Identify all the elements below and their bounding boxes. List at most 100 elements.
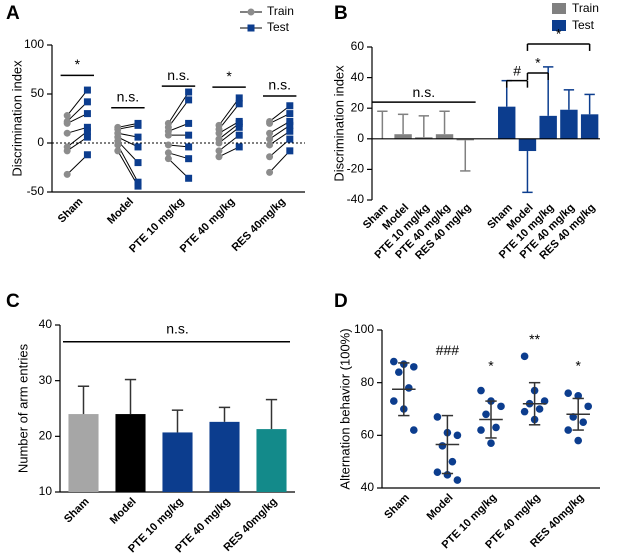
point — [390, 397, 398, 405]
point — [477, 386, 485, 395]
bar — [394, 134, 412, 139]
point — [497, 402, 505, 411]
train-point — [266, 135, 274, 143]
x-tick-label: RES 40mg/kg — [230, 196, 288, 254]
y-tick-label: 20 — [351, 100, 365, 114]
y-tick-label: 40 — [361, 480, 375, 494]
train-point — [164, 131, 172, 139]
y-tick-label: 10 — [39, 484, 53, 498]
y-tick-label: 30 — [39, 373, 53, 387]
test-point — [185, 155, 193, 163]
legend-swatch — [552, 3, 566, 14]
test-point — [235, 143, 243, 151]
bar — [68, 414, 99, 492]
test-point — [185, 143, 193, 151]
sig-label: n.s. — [166, 320, 189, 336]
x-tick-label: Model — [425, 492, 456, 523]
y-axis-title: Discrimination index — [9, 60, 24, 177]
point — [520, 407, 529, 416]
point — [579, 418, 587, 426]
x-tick-label: Sham — [62, 496, 92, 526]
train-point — [215, 139, 223, 147]
sig-label: * — [226, 68, 232, 84]
legend-label: Train — [572, 1, 599, 15]
pair-line — [66, 89, 88, 116]
sig-label: n.s. — [117, 88, 140, 104]
y-tick-label: 60 — [351, 39, 365, 53]
test-point — [134, 178, 142, 186]
point — [520, 352, 529, 361]
y-tick-label: -20 — [347, 162, 365, 176]
train-point — [63, 119, 71, 127]
test-point — [286, 117, 294, 125]
test-point — [83, 123, 91, 131]
point — [492, 423, 500, 432]
bar — [539, 115, 557, 139]
x-tick-label: Sham — [382, 492, 412, 522]
test-point — [235, 119, 243, 127]
test-point — [185, 88, 193, 96]
sig-label: n.s. — [268, 77, 291, 93]
y-tick-label: 60 — [361, 428, 375, 442]
point — [405, 384, 413, 392]
x-tick-label: Model — [105, 196, 136, 227]
test-point — [83, 127, 91, 135]
test-point — [134, 182, 142, 190]
sig-label: n.s. — [413, 84, 436, 100]
sig-label: # — [513, 62, 521, 78]
test-point — [134, 133, 142, 141]
sig-label: * — [75, 56, 81, 72]
point — [477, 426, 485, 434]
y-tick-label: 50 — [31, 86, 45, 100]
point — [390, 357, 398, 366]
test-point — [83, 110, 91, 118]
bar — [415, 137, 433, 139]
y-axis-title: Number of arm entries — [15, 343, 30, 473]
test-point — [286, 135, 294, 143]
legend-swatch — [552, 20, 566, 31]
legend-marker — [247, 24, 255, 32]
y-axis-title: Discrimination index — [331, 65, 346, 182]
panel-letter: C — [6, 291, 20, 312]
sig-label: ### — [436, 342, 460, 358]
test-point — [185, 119, 193, 127]
train-point — [266, 129, 274, 137]
legend-label: Test — [572, 18, 595, 32]
pair-line — [269, 150, 291, 173]
test-point — [134, 143, 142, 151]
test-point — [83, 98, 91, 106]
bar — [518, 138, 537, 152]
test-point — [185, 174, 193, 182]
y-tick-label: 40 — [39, 317, 53, 331]
test-point — [185, 131, 193, 139]
test-point — [235, 123, 243, 131]
train-point — [266, 141, 274, 149]
test-point — [134, 121, 142, 129]
train-point — [215, 147, 223, 155]
point — [433, 468, 442, 477]
test-point — [185, 96, 193, 104]
y-tick-label: 20 — [39, 429, 53, 443]
y-axis-title: Alternation behavior (100%) — [337, 328, 352, 489]
y-tick-label: 100 — [24, 37, 44, 51]
panel-letter: A — [6, 3, 20, 24]
point — [482, 410, 490, 419]
test-point — [286, 147, 294, 155]
point — [438, 442, 447, 450]
panel-letter: B — [334, 3, 348, 24]
point — [564, 389, 572, 398]
test-point — [83, 133, 91, 141]
train-point — [215, 129, 223, 137]
bar — [209, 421, 240, 492]
test-point — [286, 127, 294, 135]
train-point — [266, 153, 274, 161]
y-tick-label: -50 — [27, 184, 45, 198]
train-point — [63, 147, 71, 155]
train-point — [63, 112, 71, 120]
sig-label: * — [575, 358, 581, 374]
sig-label: n.s. — [167, 67, 190, 83]
legend-marker — [247, 8, 255, 16]
test-point — [286, 102, 294, 110]
test-point — [134, 159, 142, 167]
